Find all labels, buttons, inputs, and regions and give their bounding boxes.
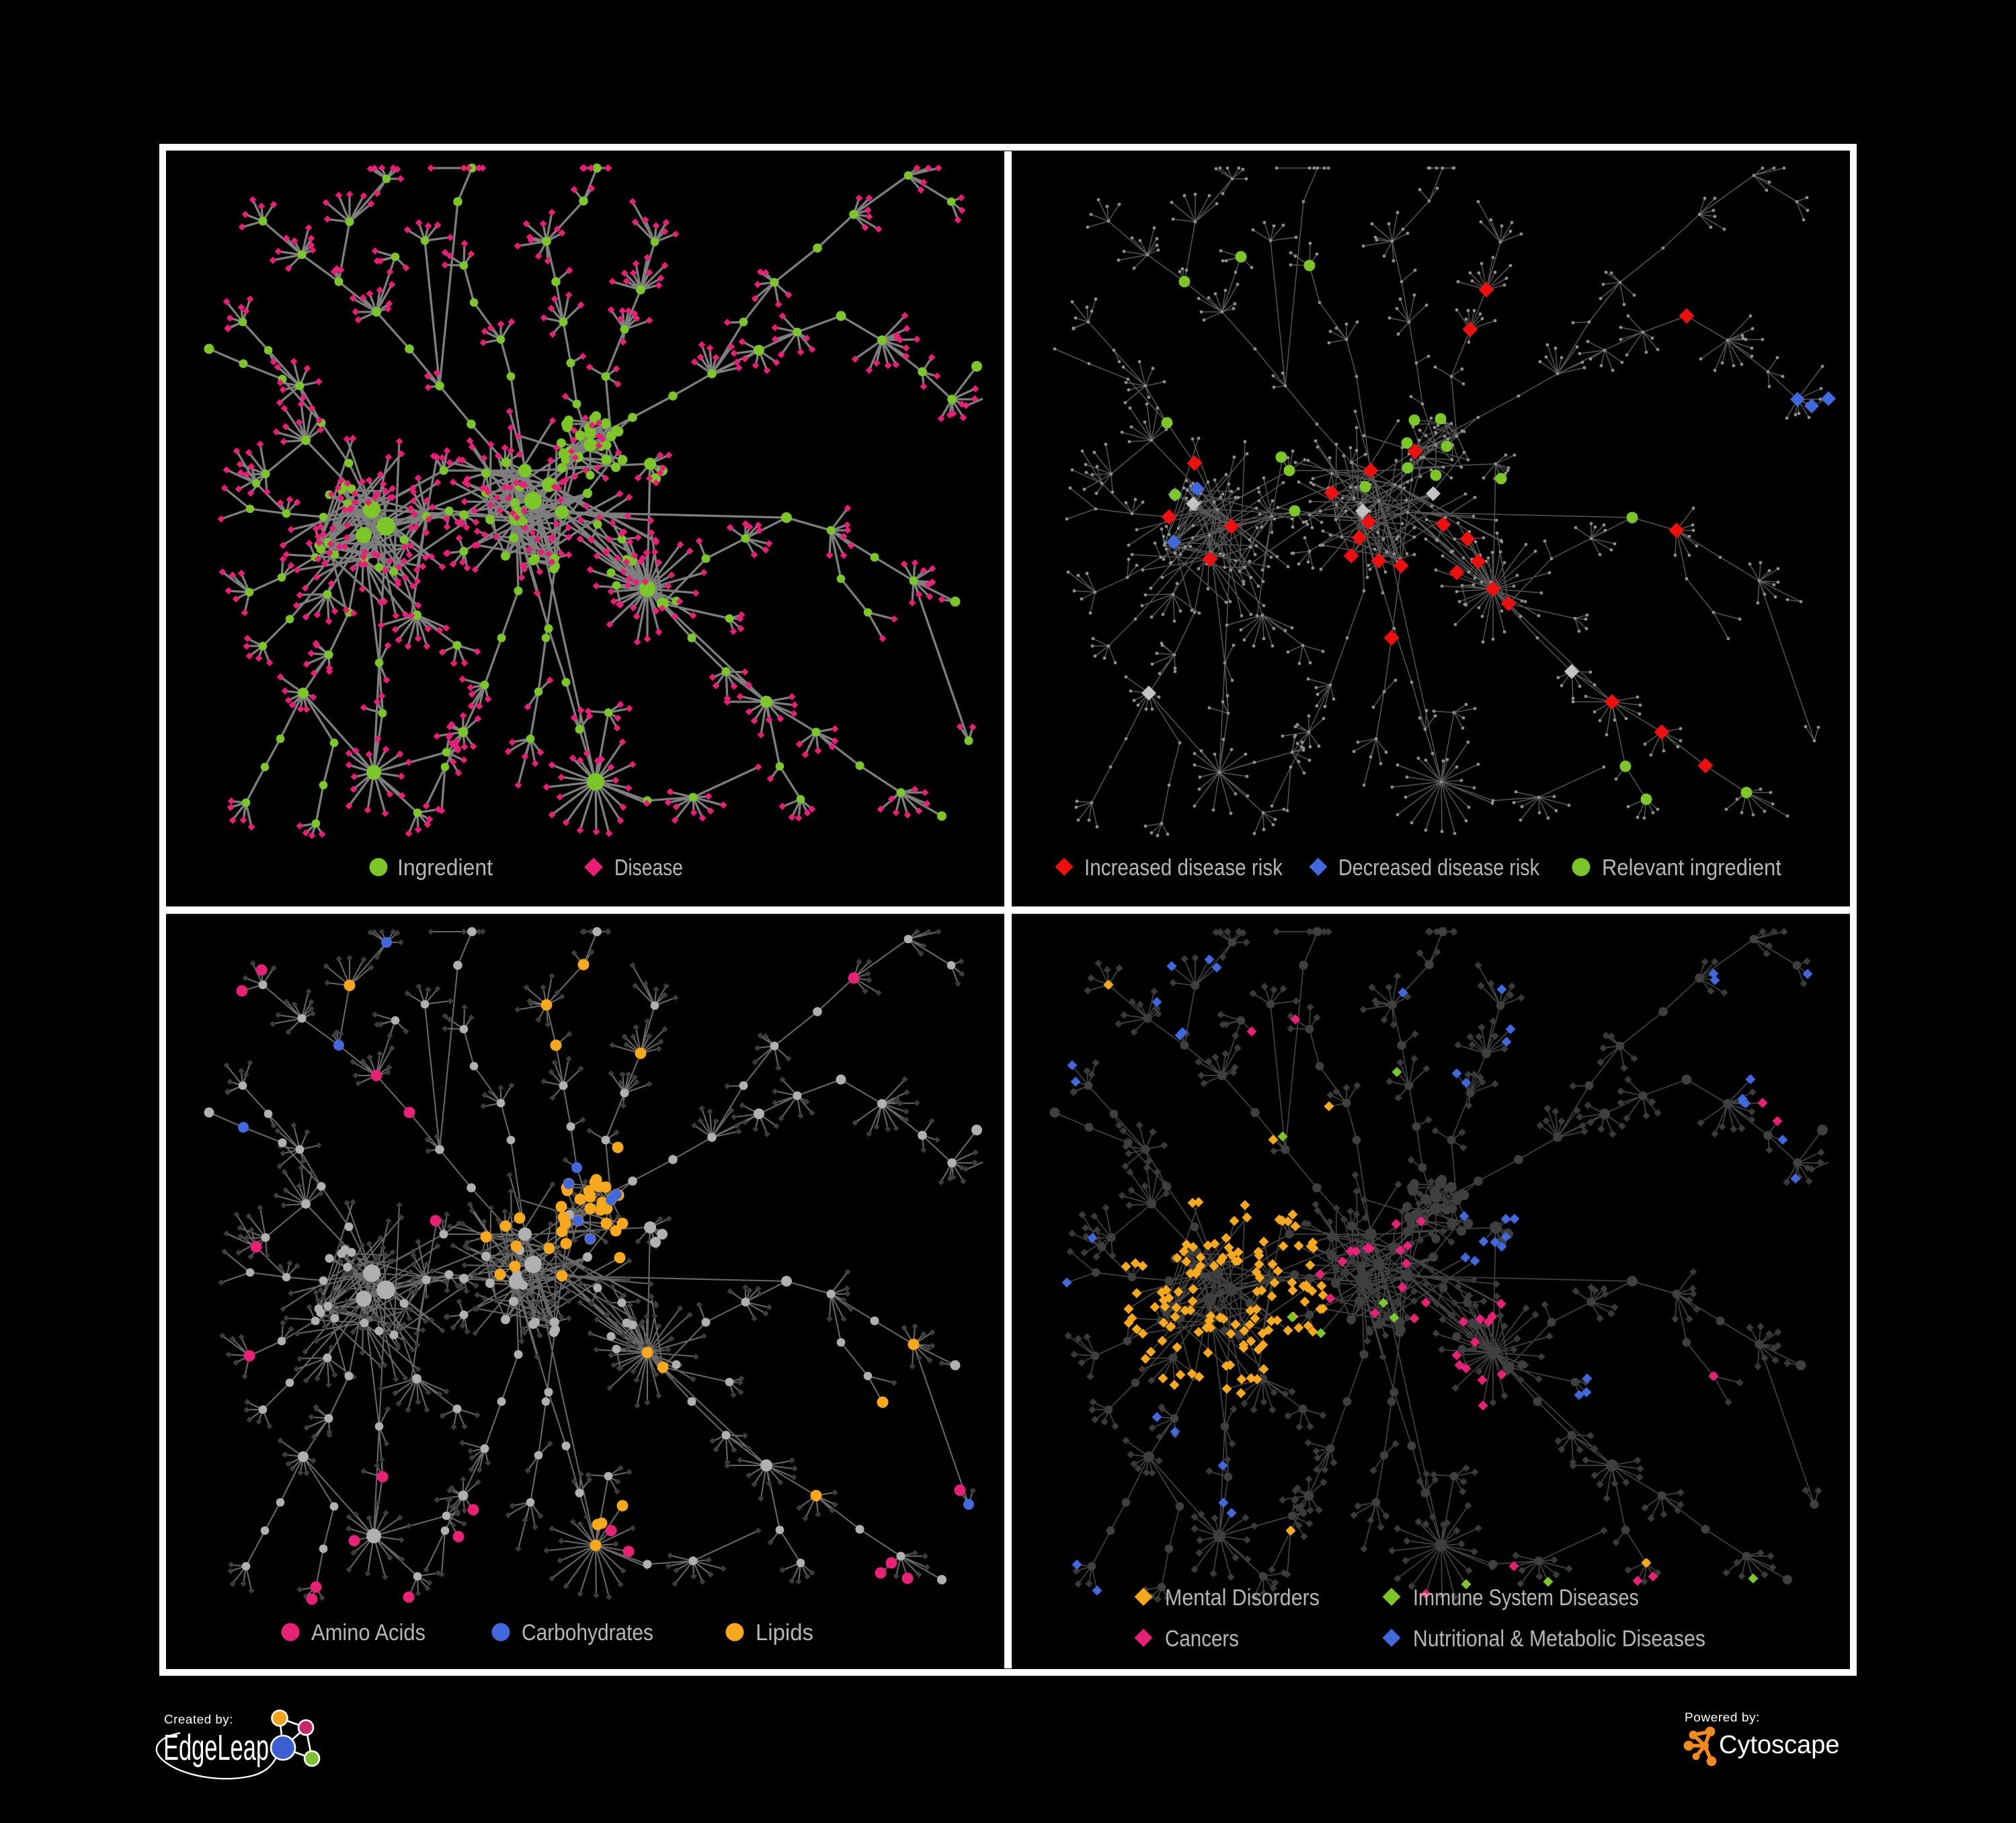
svg-text:Lipids: Lipids xyxy=(756,1620,813,1646)
svg-text:Powered by:: Powered by: xyxy=(1685,1711,1760,1724)
svg-text:Created by:: Created by: xyxy=(164,1713,233,1726)
svg-text:Mental Disorders: Mental Disorders xyxy=(1165,1585,1320,1611)
svg-text:Relevant ingredient: Relevant ingredient xyxy=(1602,855,1782,881)
svg-text:Immune System Diseases: Immune System Diseases xyxy=(1413,1585,1639,1611)
svg-text:Ingredient: Ingredient xyxy=(397,855,493,881)
svg-text:Disease: Disease xyxy=(614,855,683,881)
svg-text:Amino Acids: Amino Acids xyxy=(311,1620,426,1646)
svg-text:Carbohydrates: Carbohydrates xyxy=(522,1620,653,1646)
svg-text:Decreased disease risk: Decreased disease risk xyxy=(1338,855,1540,881)
svg-text:Nutritional & Metabolic Diseas: Nutritional & Metabolic Diseases xyxy=(1413,1626,1705,1652)
svg-text:Cancers: Cancers xyxy=(1165,1626,1239,1652)
svg-text:Cytoscape: Cytoscape xyxy=(1719,1731,1840,1759)
svg-text:Increased disease risk: Increased disease risk xyxy=(1084,855,1283,881)
svg-text:EdgeLeap: EdgeLeap xyxy=(163,1728,269,1768)
